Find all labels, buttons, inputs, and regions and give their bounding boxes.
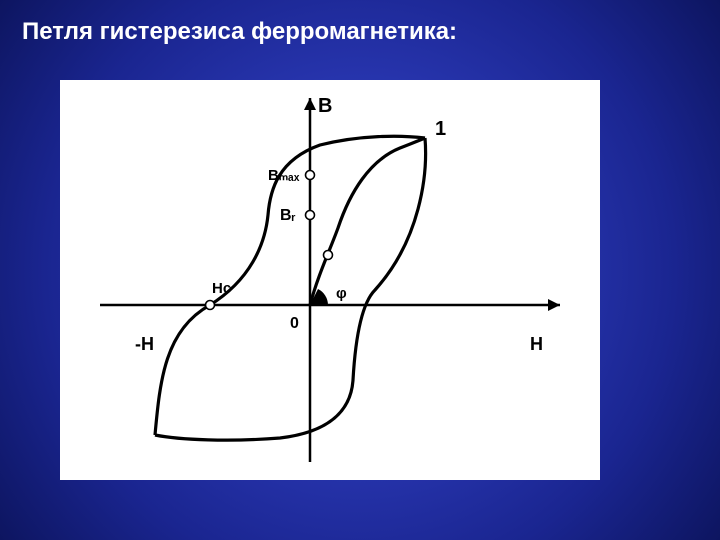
initial-magnetization-curve (310, 138, 425, 305)
y-axis-label: B (318, 95, 332, 117)
marker-initial (324, 251, 333, 260)
label-hc: Hc (212, 280, 231, 297)
hysteresis-figure: B H -H 0 Bₘₐₓ Bᵣ Hc 1 φ (60, 80, 600, 480)
marker-bmax (306, 171, 315, 180)
slide: Петля гистерезиса ферромагнетика: (0, 0, 720, 540)
label-bmax: Bₘₐₓ (268, 167, 300, 184)
origin-label: 0 (290, 315, 299, 332)
slide-title: Петля гистерезиса ферромагнетика: (22, 18, 457, 46)
label-phi: φ (336, 285, 347, 302)
label-one: 1 (435, 118, 446, 140)
marker-br (306, 211, 315, 220)
y-axis-arrow-icon (304, 98, 316, 110)
x-axis-arrow-icon (548, 299, 560, 311)
marker-hc (206, 301, 215, 310)
x-axis-label: H (530, 334, 543, 354)
label-br: Bᵣ (280, 207, 296, 224)
hysteresis-svg: B H -H 0 Bₘₐₓ Bᵣ Hc 1 φ (60, 80, 600, 480)
x-axis-neg-label: -H (135, 334, 154, 354)
